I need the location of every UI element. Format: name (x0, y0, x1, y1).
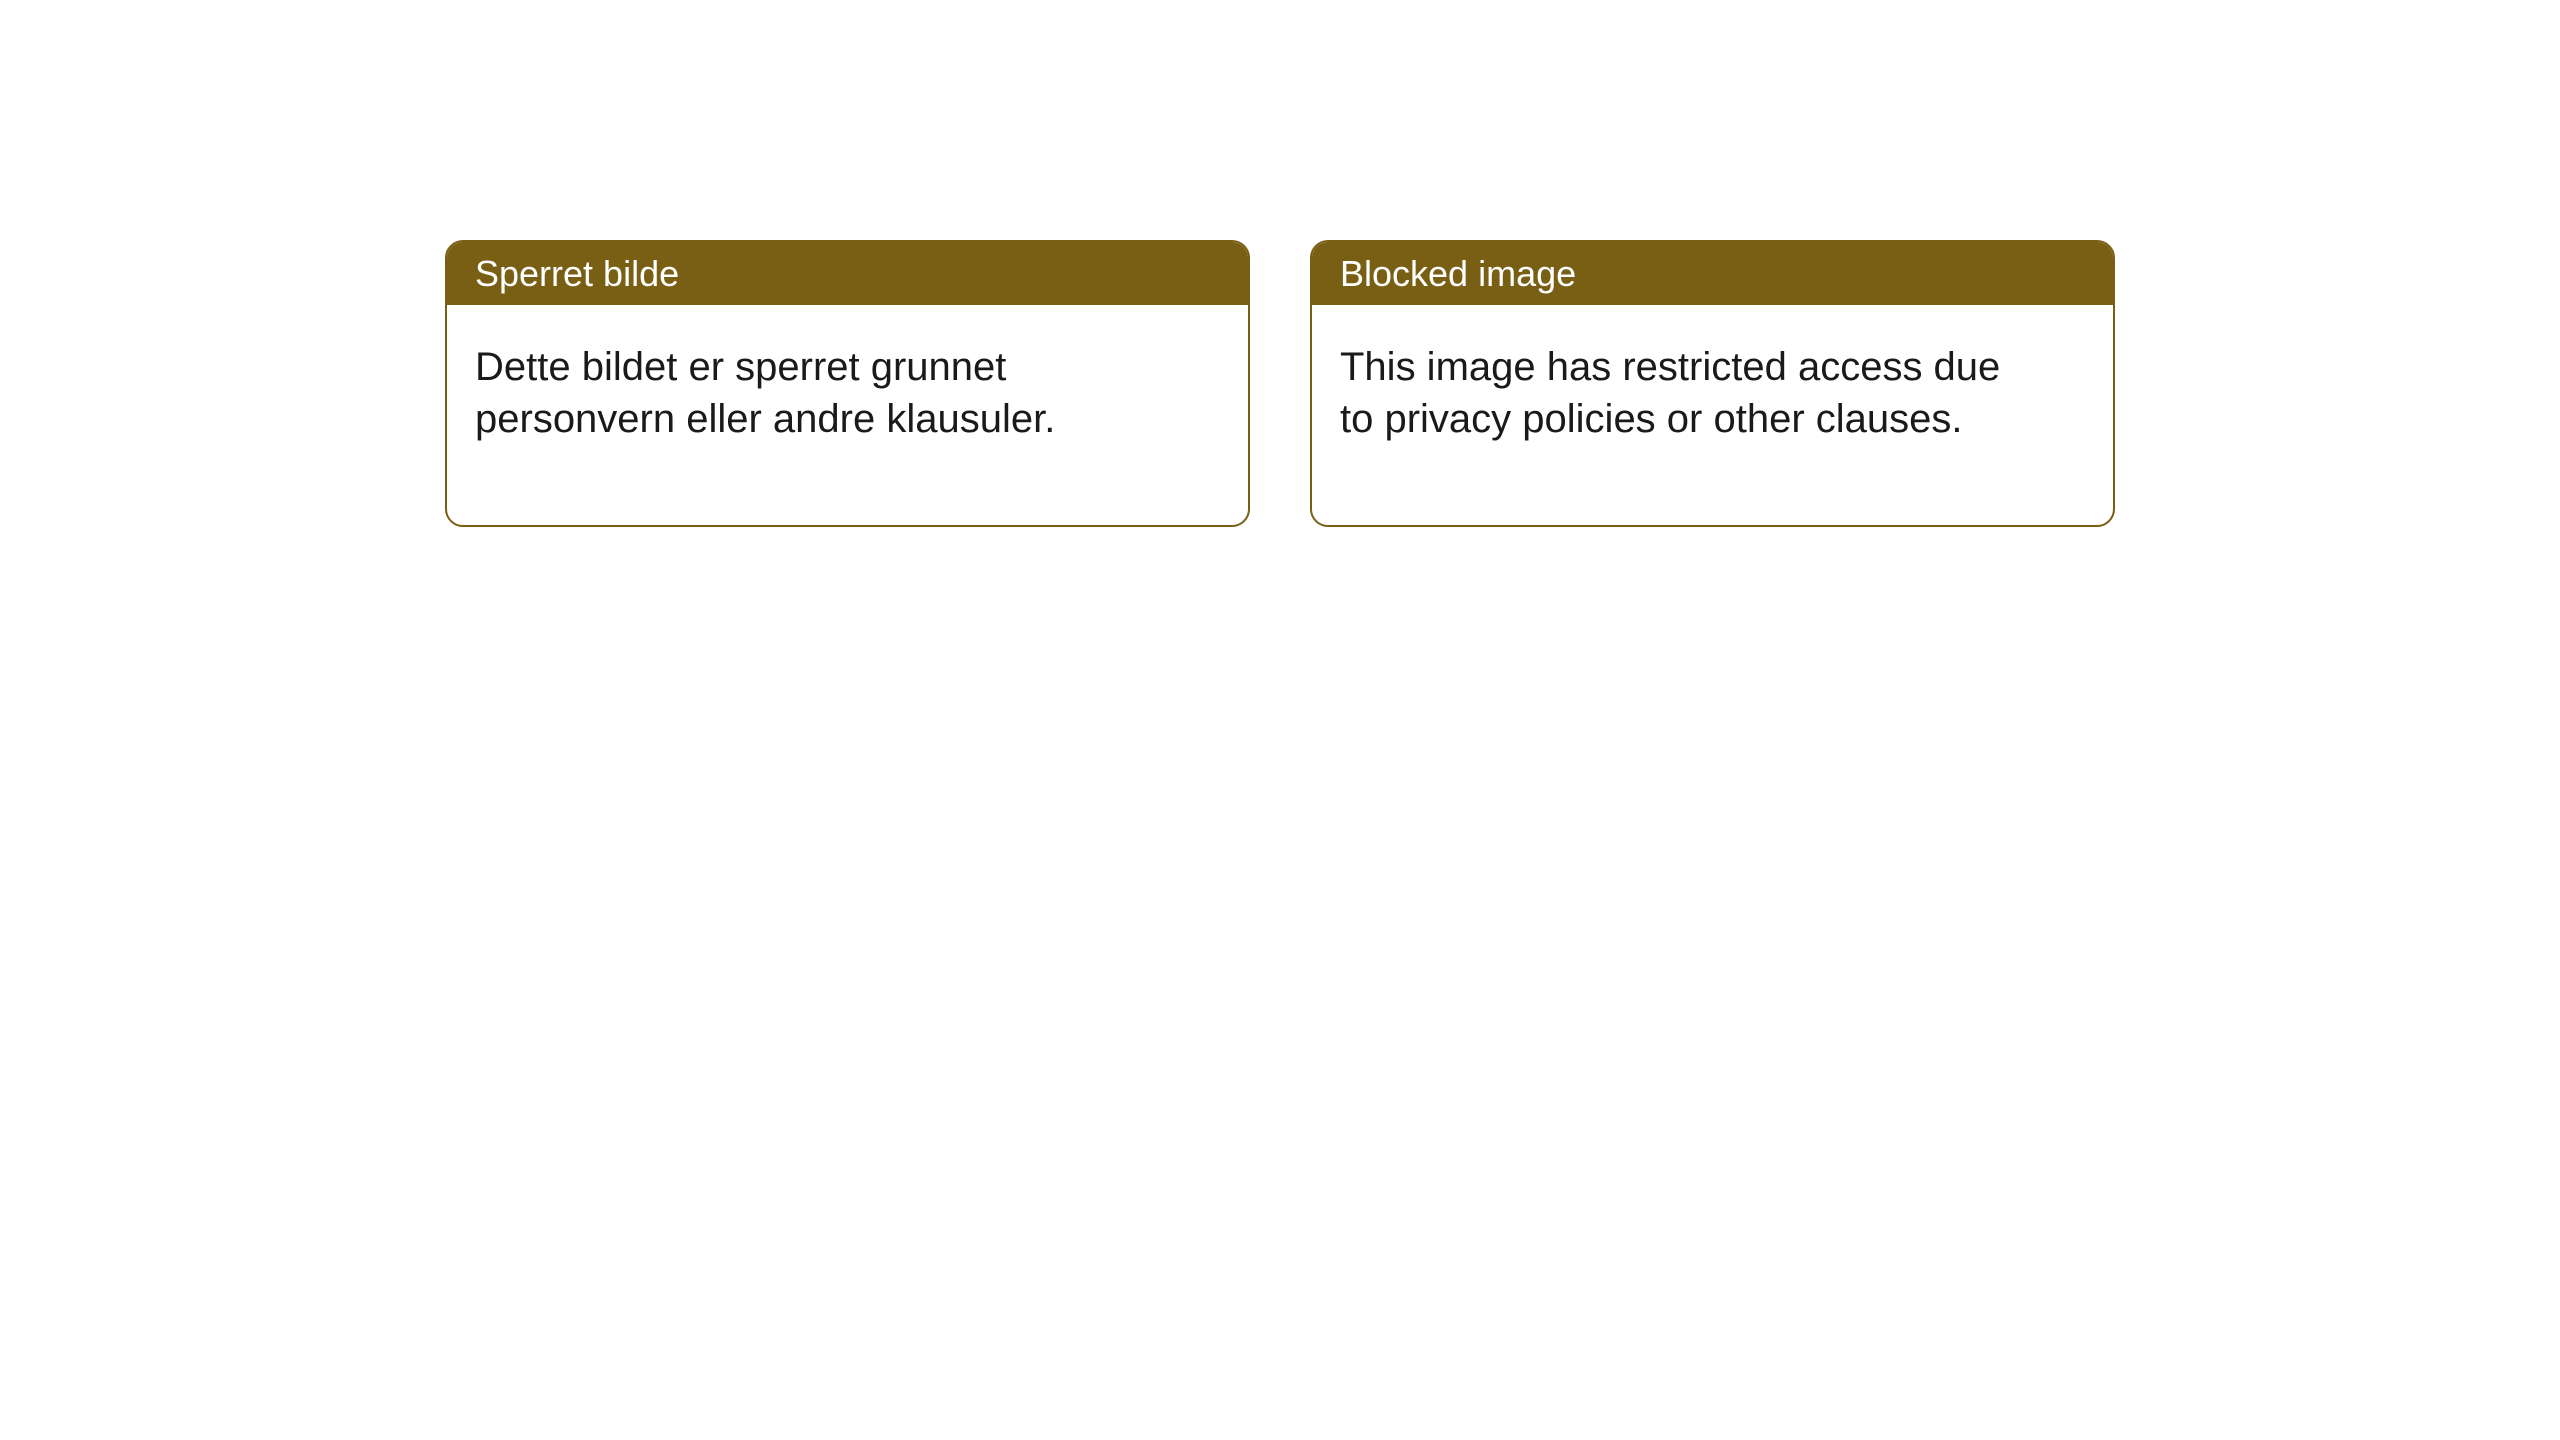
card-message: Dette bildet er sperret grunnet personve… (447, 305, 1167, 525)
card-header: Blocked image (1312, 242, 2113, 305)
notice-card-english: Blocked image This image has restricted … (1310, 240, 2115, 527)
card-message: This image has restricted access due to … (1312, 305, 2032, 525)
notice-cards-container: Sperret bilde Dette bildet er sperret gr… (445, 240, 2560, 527)
card-header: Sperret bilde (447, 242, 1248, 305)
notice-card-norwegian: Sperret bilde Dette bildet er sperret gr… (445, 240, 1250, 527)
